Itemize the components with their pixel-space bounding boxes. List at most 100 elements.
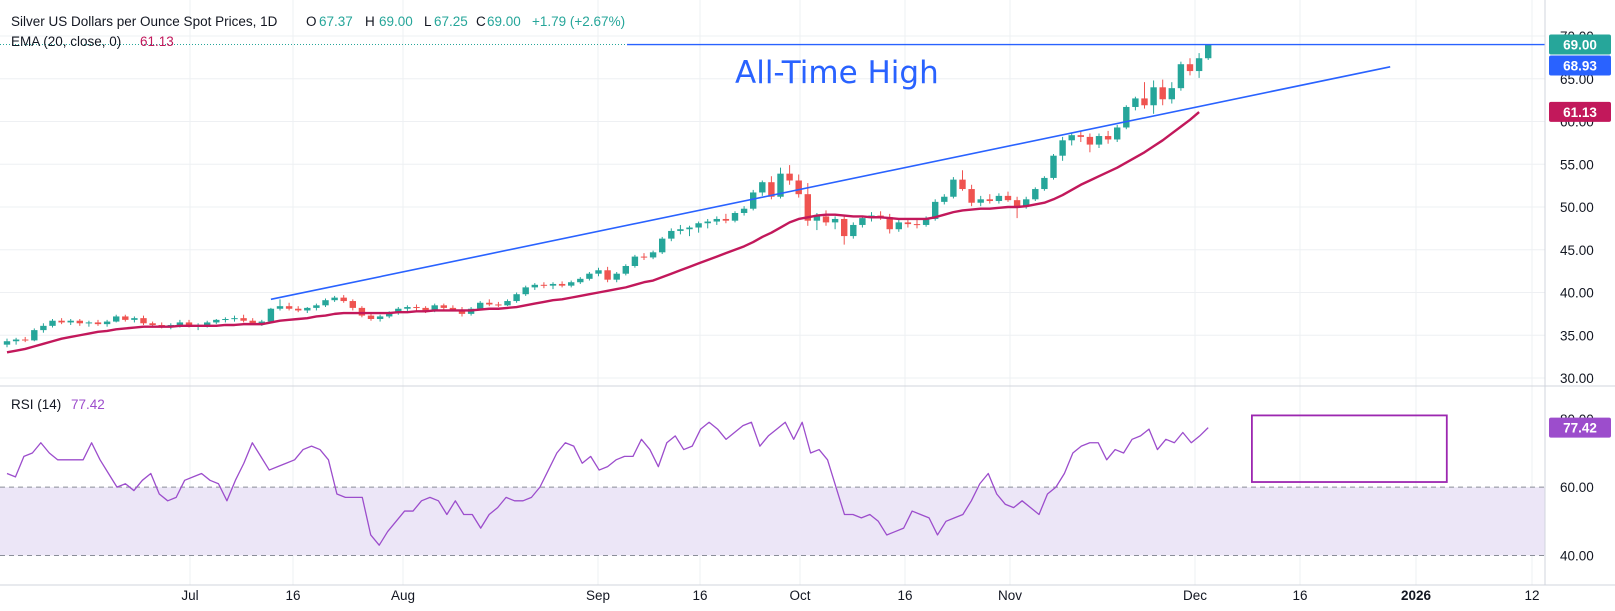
- candle-body: [413, 307, 420, 309]
- candle-body: [240, 318, 247, 321]
- time-tick-label: 2026: [1401, 588, 1432, 603]
- candle-body: [831, 218, 839, 223]
- candle-body: [586, 273, 593, 279]
- candle-body: [3, 341, 11, 345]
- trendline-price-label: 68.93: [1563, 59, 1597, 74]
- candle-body: [859, 218, 866, 225]
- candle-body: [513, 294, 520, 302]
- candle-body: [1004, 195, 1012, 201]
- candle-body: [640, 256, 648, 258]
- candle-body: [1177, 64, 1185, 89]
- candle-body: [1086, 136, 1094, 145]
- symbol-title: Silver US Dollars per Ounce Spot Prices,…: [11, 14, 278, 29]
- candle-body: [549, 283, 557, 286]
- candle-body: [804, 194, 811, 221]
- candle-body: [395, 308, 402, 314]
- candle-body: [904, 222, 912, 225]
- candle-body: [113, 316, 120, 322]
- candle-body: [895, 222, 902, 230]
- time-tick-label: Jul: [181, 588, 198, 603]
- candle-body: [422, 307, 429, 311]
- price-tick-label: 45.00: [1560, 243, 1594, 258]
- candle-body: [1114, 127, 1121, 140]
- candle-body: [58, 320, 65, 323]
- candle-body: [995, 195, 1003, 202]
- candle-body: [331, 297, 338, 301]
- candle-body: [950, 179, 957, 197]
- candle-body: [941, 196, 948, 202]
- candle-body: [768, 182, 775, 197]
- candle-body: [1050, 155, 1057, 178]
- low-label: L: [424, 14, 432, 29]
- candle-body: [841, 218, 848, 237]
- ath-annotation: All-Time High: [735, 55, 939, 91]
- candle-body: [349, 301, 356, 308]
- rsi-layer: [6, 414, 1448, 546]
- rsi-band-layer: [0, 486, 1545, 556]
- candle-body: [1095, 136, 1103, 145]
- candle-body: [504, 301, 511, 306]
- candle-body: [540, 284, 548, 286]
- candle-body: [440, 305, 447, 308]
- candle-body: [959, 179, 966, 190]
- time-tick-label: 16: [285, 588, 300, 603]
- candle-body: [386, 313, 393, 317]
- candle-body: [968, 189, 975, 203]
- candle-body: [49, 320, 56, 326]
- candle-body: [659, 238, 666, 253]
- candle-body: [531, 284, 538, 288]
- candle-body: [313, 305, 320, 308]
- candle-body: [231, 318, 238, 320]
- candle-body: [1041, 177, 1048, 190]
- candle-body: [1059, 140, 1066, 156]
- candle-body: [1195, 58, 1203, 72]
- candle-body: [458, 309, 466, 314]
- candle-body: [267, 308, 275, 322]
- rsi-value-label-bg: [1549, 417, 1611, 438]
- candle-body: [977, 199, 984, 203]
- high-label: H: [365, 14, 375, 29]
- candle-body: [822, 216, 830, 223]
- price-tick-label: 50.00: [1560, 200, 1594, 215]
- candle-body: [404, 307, 411, 309]
- candle-body: [140, 318, 147, 324]
- candle-body: [76, 320, 83, 324]
- candle-body: [367, 315, 375, 320]
- candle-body: [522, 287, 529, 295]
- ema-layer: [6, 111, 1200, 354]
- candle-body: [249, 320, 256, 324]
- candle-body: [577, 278, 584, 283]
- candle-body: [304, 307, 311, 311]
- candle-body: [786, 173, 793, 181]
- trendline-price-label-bg: [1549, 55, 1611, 76]
- candle-body: [176, 322, 184, 325]
- candle-body: [1023, 199, 1030, 207]
- candle-body: [204, 322, 211, 326]
- candle-body: [686, 227, 693, 230]
- candle-body: [122, 316, 129, 320]
- price-tick-label: 55.00: [1560, 157, 1594, 172]
- candle-body: [149, 323, 156, 325]
- candle-body: [1168, 88, 1175, 100]
- candle-body: [322, 300, 329, 306]
- close-value: 69.00: [487, 14, 521, 29]
- candle-body: [631, 256, 639, 266]
- time-tick-label: 16: [897, 588, 912, 603]
- time-tick-label: 16: [692, 588, 707, 603]
- candle-body: [886, 217, 893, 230]
- candle-body: [285, 306, 293, 309]
- rsi-legend-value: 77.42: [71, 397, 105, 412]
- candle-body: [668, 230, 675, 239]
- candle-body: [40, 325, 47, 331]
- candle-body: [1186, 64, 1194, 72]
- candle-body: [1068, 135, 1075, 141]
- close-label: C: [476, 14, 486, 29]
- candle-body: [759, 182, 766, 193]
- rsi-legend-label: RSI (14): [11, 397, 61, 412]
- candle-body: [486, 302, 493, 305]
- ema-price-label: 61.13: [1563, 105, 1597, 120]
- price-tick-label: 30.00: [1560, 371, 1594, 386]
- candle-body: [558, 283, 566, 286]
- candle-body: [213, 319, 220, 323]
- candle-body: [340, 297, 347, 302]
